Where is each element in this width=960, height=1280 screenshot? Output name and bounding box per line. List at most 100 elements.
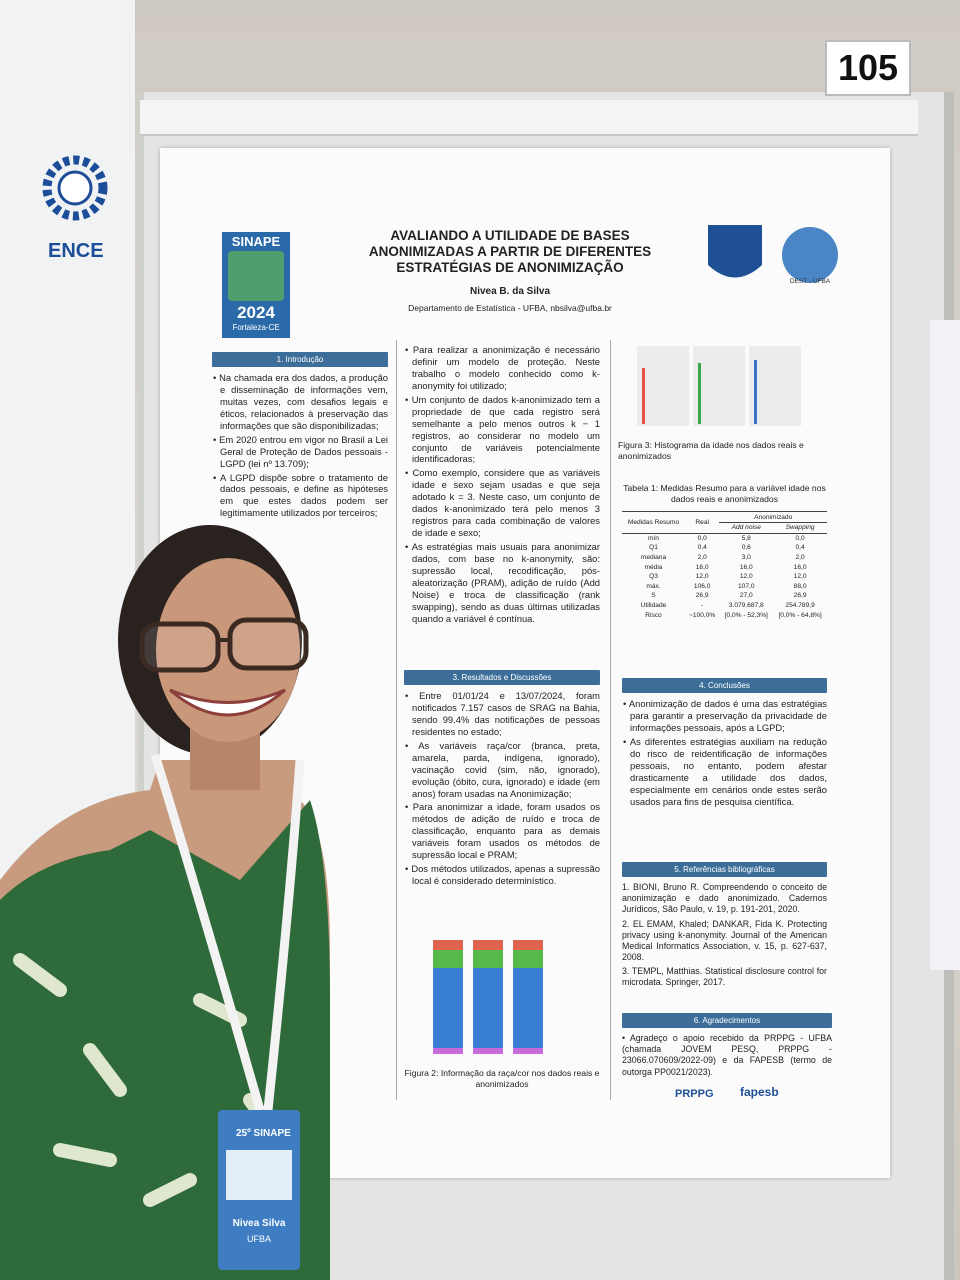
bullet-text: Dos métodos utilizados, apenas a supress…: [404, 863, 600, 887]
bullet-text: Anonimização de dados é uma das estratég…: [622, 698, 827, 734]
table-cell: 26,9: [793, 592, 807, 600]
section-heading: 1. Introdução: [212, 352, 388, 367]
column-block: 6. Agradecimentos Agradeço o apoio recebi…: [622, 1013, 832, 1080]
bullet-text: As estratégias mais usuais para anonimiz…: [404, 541, 600, 625]
sponsor-logo: PRPPG: [675, 1088, 714, 1100]
column-block: Figura 3: Histograma da idade nos dados …: [618, 440, 830, 462]
table-cell: máx.: [646, 582, 661, 590]
column-divider: [610, 340, 611, 1100]
column-block: 1. Introdução Na chamada era dos dados, a…: [212, 352, 388, 521]
table-cell: Utilidade: [640, 601, 667, 609]
table-cell: 0,4: [697, 544, 707, 552]
bullet-text: Em 2020 entrou em vigor no Brasil a Lei …: [212, 434, 388, 470]
table-cell: 12,0: [739, 573, 753, 581]
table-row: S 26,9 27,0 26,9: [622, 591, 827, 601]
table-cell: Q3: [649, 573, 658, 581]
bullet-text: Na chamada era dos dados, a produção e d…: [212, 372, 388, 432]
badge-name: Nivea Silva: [232, 1218, 286, 1229]
dept-logo-text: DEST - UFBA: [789, 278, 831, 285]
figure-caption: Figura 3: Histograma da idade nos dados …: [618, 440, 804, 462]
table-cell: 16,0: [739, 563, 753, 571]
table-cell: 2,0: [795, 554, 805, 562]
column-block: 4. Conclusões Anonimização de dados é uma…: [622, 678, 827, 809]
table-cell: mediana: [640, 554, 667, 562]
table-cell: 107,0: [738, 582, 755, 590]
table-row: Q1 0,4 0,6 0,4: [622, 543, 827, 553]
table-cell: S: [651, 592, 656, 600]
table-cell: 12,0: [695, 573, 709, 581]
table-header: Real: [684, 511, 720, 534]
booth-plate: 105: [825, 40, 911, 96]
bullet-text: Para realizar a anonimização é necessári…: [404, 344, 600, 392]
table-row: média 16,0 16,0 16,0: [622, 562, 827, 572]
table-row: Add noise Swapping: [622, 521, 827, 534]
table-row: Utilidade - 3.079.687,8 254.789,9: [622, 601, 827, 611]
badge-event: 25º SINAPE: [236, 1128, 291, 1139]
table-cell: -: [701, 601, 704, 609]
table-cell: 3,0: [741, 554, 751, 562]
reference-text: 1. BIONI, Bruno R. Compreendendo o conce…: [622, 882, 827, 915]
stacked-bars: [433, 940, 543, 1054]
badge-institution: UFBA: [246, 1234, 271, 1244]
table-cell: [0,0% - 64,8%]: [778, 611, 822, 619]
column-block: 5. Referências bibliográficas 1. BIONI, B…: [622, 862, 827, 992]
table-cell: Q1: [649, 544, 658, 552]
table-row: Medidas Resumo Real Anonimizado: [622, 511, 827, 534]
table-cell: 0,0: [697, 534, 707, 542]
column-divider: [396, 340, 397, 1100]
table-row: Q3 12,0 12,0 12,0: [622, 572, 827, 582]
bullet-text: As diferentes estratégias auxiliam na re…: [622, 736, 827, 808]
table-cell: ~100,0%: [689, 611, 716, 619]
table-cell: 27,0: [739, 592, 753, 600]
section-heading: 4. Conclusões: [622, 678, 827, 693]
bullet-text: Para anonimizar a idade, foram usados os…: [404, 801, 600, 861]
event-logo: SINAPE 2024 Fortaleza-CE: [222, 232, 290, 338]
table-cell: 88,0: [793, 582, 807, 590]
table-cell: 3.079.687,8: [728, 601, 764, 609]
reference-text: 2. EL EMAM, Khaled; DANKAR, Fida K. Prot…: [622, 918, 827, 963]
acknowledgement-text: Agradeço o apoio recebido da PRPPG - UFB…: [622, 1033, 832, 1078]
event-logo-year: 2024: [237, 303, 275, 322]
dest-logo: [782, 227, 838, 283]
poster-title: AVALIANDO A UTILIDADE DE BASES ANONIMIZA…: [368, 228, 652, 276]
booth-number: 105: [837, 47, 899, 88]
table-title: Tabela 1: Medidas Resumo para a variável…: [623, 483, 826, 505]
table-header: Medidas Resumo: [622, 511, 685, 534]
table-cell: 0,0: [795, 534, 805, 542]
ufba-crest: [708, 225, 762, 278]
neighbor-logo: ENCE: [40, 150, 110, 270]
table-cell: 0,6: [741, 544, 751, 552]
section-heading: 5. Referências bibliográficas: [622, 862, 827, 877]
gear-icon: [42, 155, 108, 221]
bullet-text: As variáveis raça/cor (branca, preta, am…: [404, 740, 600, 800]
institution-logos: [708, 225, 838, 283]
event-logo-name: SINAPE: [231, 234, 281, 249]
reference-text: 3. TEMPL, Matthias. Statistical disclosu…: [622, 966, 827, 988]
board-rail: [140, 100, 918, 136]
column-block: Para realizar a anonimização é necessári…: [404, 344, 600, 627]
bullet-text: Entre 01/01/24 e 13/07/2024, foram notif…: [404, 690, 600, 738]
column-block: 3. Resultados e Discussões Entre 01/01/24…: [404, 670, 600, 889]
bullet-text: A LGPD dispõe sobre o tratamento de dado…: [212, 472, 388, 520]
neighbor-logo-text: ENCE: [48, 240, 104, 262]
table-cell: 16,0: [695, 563, 709, 571]
figure3-image: [637, 346, 801, 426]
summary-table: Medidas Resumo Real Anonimizado Add noise Sw…: [622, 511, 827, 620]
section-heading: 6. Agradecimentos: [622, 1013, 832, 1028]
table-cell: 12,0: [793, 573, 807, 581]
poster-author: Nivea B. da Silva: [469, 286, 551, 297]
table-cell: 5,8: [741, 534, 751, 542]
table-cell: 106,0: [693, 582, 711, 590]
event-logo-art: [228, 251, 284, 301]
table-row: mediana 2,0 3,0 2,0: [622, 553, 827, 563]
table-subheader: Add noise: [719, 521, 774, 534]
table-cell: 26,9: [695, 592, 709, 600]
table-cell: [0,0% - 52,3%]: [724, 611, 768, 619]
bullet-text: Como exemplo, considere que as variáveis…: [404, 467, 600, 539]
right-neighbor: [930, 320, 960, 970]
table-cell: 0,4: [795, 544, 805, 552]
figure-caption: Figura 2: Informação da raça/cor nos dad…: [404, 1068, 600, 1090]
table-cell: média: [644, 563, 663, 571]
person: [0, 525, 330, 1280]
